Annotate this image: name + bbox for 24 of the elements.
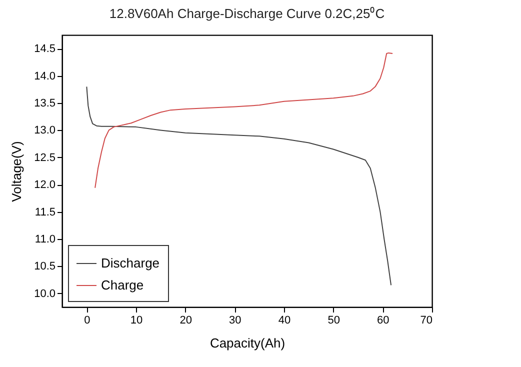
y-tick-label: 13.5: [34, 98, 56, 110]
y-tick-label: 14.5: [34, 43, 56, 56]
x-tick-label: 0: [84, 314, 90, 326]
legend-label: Discharge: [101, 256, 160, 270]
y-tick-label: 14.0: [34, 70, 56, 82]
y-axis-title: Voltage(V): [9, 141, 24, 202]
y-tick-label: 13.0: [34, 124, 56, 137]
x-tick-label: 50: [328, 314, 340, 326]
line-series: [94, 52, 394, 188]
y-tick-label: 12.5: [34, 152, 56, 164]
y-tick-label: 11.0: [34, 234, 56, 246]
x-tick-label: 40: [278, 314, 291, 326]
x-tick-label: 10: [130, 314, 143, 326]
legend-label: Charge: [101, 278, 144, 292]
chart-title: 12.8V60Ah Charge-Discharge Curve 0.2C,25⁰C: [109, 6, 385, 21]
y-tick-label: 11.5: [34, 206, 56, 218]
x-axis-title: Capacity(Ah): [210, 336, 286, 350]
x-tick-label: 60: [377, 314, 390, 326]
x-tick-label: 20: [180, 314, 192, 326]
x-tick-label: 30: [229, 314, 242, 326]
y-tick-label: 12.0: [34, 179, 56, 192]
x-tick-label: 70: [420, 314, 432, 326]
y-tick-label: 10.0: [34, 288, 56, 300]
y-tick-label: 10.5: [34, 260, 56, 273]
